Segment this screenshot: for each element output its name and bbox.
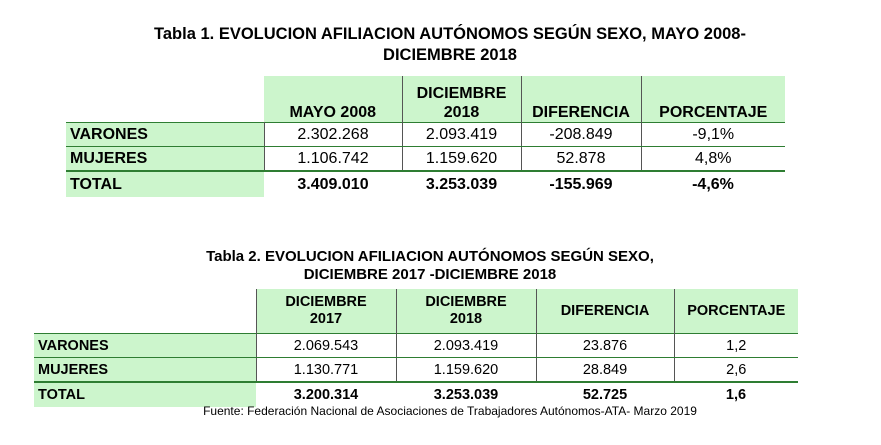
cell: 1.130.771: [256, 357, 397, 383]
table-row: MUJERES 1.130.771 1.159.620 28.849 2,6: [34, 357, 798, 383]
table1-header-blank: [66, 76, 264, 123]
cell: 2.069.543: [256, 333, 397, 358]
table2-header-blank: [34, 289, 257, 334]
cell: 2,6: [674, 357, 798, 383]
table-row-total: TOTAL 3.200.314 3.253.039 52.725 1,6: [34, 382, 798, 407]
table2-title-line1: Tabla 2. EVOLUCION AFILIACION AUTÓNOMOS …: [206, 248, 654, 265]
table-row: MUJERES 1.106.742 1.159.620 52.878 4,8%: [66, 146, 785, 172]
table1-header-row: MAYO 2008 DICIEMBRE 2018 DIFERENCIA PORCE…: [66, 76, 785, 123]
cell: -9,1%: [641, 122, 785, 147]
table1-title-line2: DICIEMBRE 2018: [383, 45, 517, 64]
table1-title: Tabla 1. EVOLUCION AFILIACION AUTÓNOMOS …: [110, 24, 790, 65]
cell: 1,2: [674, 333, 798, 358]
table2-header-col2: DICIEMBRE 2018: [396, 289, 537, 334]
cell: 3.253.039: [425, 175, 498, 193]
row-label: MUJERES: [66, 146, 265, 172]
cell: 2.093.419: [402, 122, 522, 147]
cell: 23.876: [536, 333, 675, 358]
row-label: TOTAL: [66, 171, 264, 197]
table1: MAYO 2008 DICIEMBRE 2018 DIFERENCIA PORCE…: [66, 76, 785, 197]
table1-header-col1: MAYO 2008: [264, 76, 403, 123]
cell: 1.159.620: [396, 357, 537, 383]
table2-header-col4: PORCENTAJE: [674, 289, 798, 334]
table1-header-col3: DIFERENCIA: [521, 76, 642, 123]
cell: -208.849: [521, 122, 642, 147]
cell: 3.409.010: [297, 175, 369, 193]
row-label: MUJERES: [34, 357, 257, 383]
row-label: VARONES: [66, 122, 265, 147]
table2-header-col1: DICIEMBRE 2017: [256, 289, 397, 334]
table2: DICIEMBRE 2017 DICIEMBRE 2018 DIFERENCIA P…: [34, 289, 798, 407]
table1-header-col2: DICIEMBRE 2018: [402, 76, 522, 123]
cell: -4,6%: [692, 175, 734, 193]
cell: 2.302.268: [264, 122, 403, 147]
cell: 52.725: [582, 387, 628, 403]
source-note: Fuente: Federación Nacional de Asociacio…: [203, 404, 697, 418]
table-row-total: TOTAL 3.409.010 3.253.039 -155.969 -4,6%: [66, 171, 785, 197]
row-label: VARONES: [34, 333, 257, 358]
cell: 1.159.620: [402, 146, 522, 172]
table1-header-col4: PORCENTAJE: [641, 76, 785, 123]
table2-title: Tabla 2. EVOLUCION AFILIACION AUTÓNOMOS …: [160, 248, 700, 284]
table2-header-col3: DIFERENCIA: [536, 289, 675, 334]
table2-header-row: DICIEMBRE 2017 DICIEMBRE 2018 DIFERENCIA P…: [34, 289, 798, 334]
cell: -155.969: [549, 175, 613, 193]
cell: 2.093.419: [396, 333, 537, 358]
cell: 4,8%: [641, 146, 785, 172]
cell: 1,6: [725, 387, 747, 403]
table2-title-line2: DICIEMBRE 2017 -DICIEMBRE 2018: [303, 266, 557, 283]
cell: 3.253.039: [433, 387, 499, 403]
table-row: VARONES 2.302.268 2.093.419 -208.849 -9,…: [66, 122, 785, 147]
cell: 3.200.314: [293, 387, 359, 403]
table-row: VARONES 2.069.543 2.093.419 23.876 1,2: [34, 333, 798, 358]
cell: 28.849: [536, 357, 675, 383]
table1-title-line1: Tabla 1. EVOLUCION AFILIACION AUTÓNOMOS …: [154, 25, 746, 43]
cell: 1.106.742: [264, 146, 403, 172]
cell: 52.878: [521, 146, 642, 172]
row-label: TOTAL: [34, 382, 256, 407]
